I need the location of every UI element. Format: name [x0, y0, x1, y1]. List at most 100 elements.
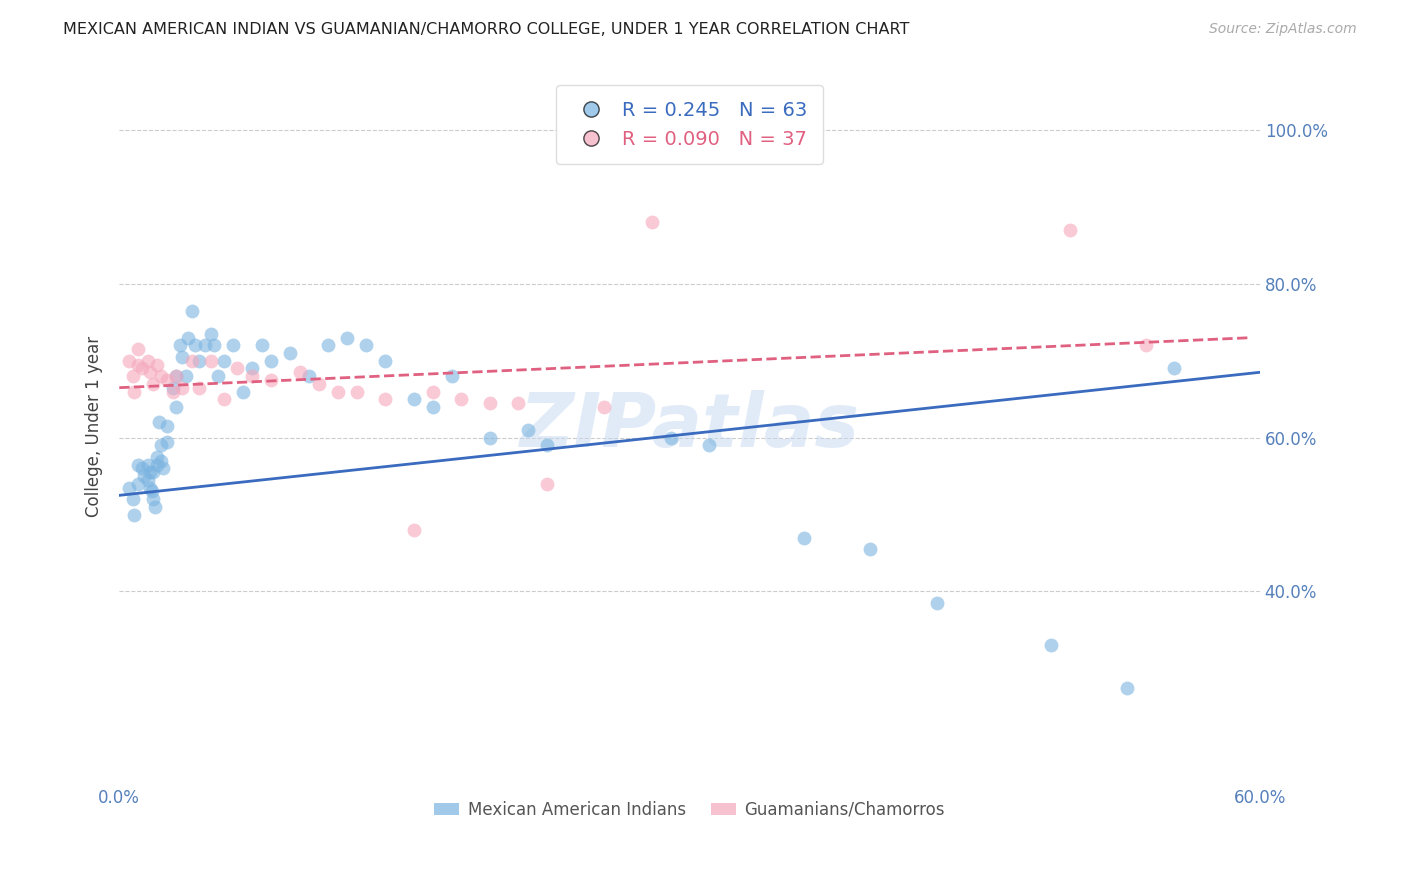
Point	[127, 343, 149, 357]
Point	[165, 369, 187, 384]
Point	[298, 369, 321, 384]
Point	[422, 384, 444, 399]
Point	[165, 369, 187, 384]
Point	[138, 481, 160, 495]
Point	[145, 500, 167, 514]
Point	[326, 384, 349, 399]
Point	[280, 346, 302, 360]
Point	[1039, 638, 1062, 652]
Point	[640, 215, 662, 229]
Point	[142, 465, 165, 479]
Point	[478, 431, 501, 445]
Point	[250, 338, 273, 352]
Point	[202, 338, 225, 352]
Point	[336, 331, 359, 345]
Point	[170, 350, 193, 364]
Point	[207, 369, 229, 384]
Point	[138, 465, 160, 479]
Point	[150, 438, 173, 452]
Point	[150, 454, 173, 468]
Point	[194, 338, 217, 352]
Point	[288, 365, 311, 379]
Point	[440, 369, 463, 384]
Point	[188, 353, 211, 368]
Y-axis label: College, Under 1 year: College, Under 1 year	[86, 335, 103, 516]
Point	[184, 338, 207, 352]
Point	[346, 384, 368, 399]
Point	[536, 438, 558, 452]
Point	[200, 353, 222, 368]
Point	[136, 353, 159, 368]
Point	[422, 400, 444, 414]
Point	[402, 523, 425, 537]
Point	[240, 361, 263, 376]
Point	[146, 450, 169, 464]
Point	[356, 338, 378, 352]
Point	[226, 361, 249, 376]
Point	[1059, 223, 1081, 237]
Point	[136, 458, 159, 472]
Point	[127, 358, 149, 372]
Point	[212, 392, 235, 407]
Point	[141, 484, 163, 499]
Point	[180, 353, 202, 368]
Point	[240, 369, 263, 384]
Text: ZIPatlas: ZIPatlas	[520, 390, 859, 463]
Point	[925, 596, 948, 610]
Point	[697, 438, 720, 452]
Text: MEXICAN AMERICAN INDIAN VS GUAMANIAN/CHAMORRO COLLEGE, UNDER 1 YEAR CORRELATION : MEXICAN AMERICAN INDIAN VS GUAMANIAN/CHA…	[63, 22, 910, 37]
Point	[508, 396, 530, 410]
Point	[162, 381, 184, 395]
Point	[136, 473, 159, 487]
Point	[142, 376, 165, 391]
Point	[131, 461, 153, 475]
Point	[536, 476, 558, 491]
Point	[1135, 338, 1157, 352]
Point	[156, 434, 179, 449]
Point	[121, 369, 143, 384]
Point	[142, 492, 165, 507]
Point	[156, 419, 179, 434]
Point	[859, 542, 882, 557]
Point	[212, 353, 235, 368]
Point	[177, 331, 200, 345]
Point	[793, 531, 815, 545]
Point	[374, 392, 396, 407]
Point	[232, 384, 254, 399]
Point	[150, 369, 173, 384]
Point	[156, 373, 179, 387]
Point	[222, 338, 245, 352]
Point	[170, 381, 193, 395]
Point	[148, 415, 170, 429]
Point	[162, 384, 184, 399]
Point	[124, 508, 146, 522]
Point	[1115, 681, 1137, 695]
Point	[132, 469, 155, 483]
Point	[138, 365, 160, 379]
Point	[517, 423, 540, 437]
Point	[478, 396, 501, 410]
Point	[169, 338, 191, 352]
Point	[131, 361, 153, 376]
Point	[146, 458, 169, 472]
Point	[127, 458, 149, 472]
Point	[127, 476, 149, 491]
Point	[118, 481, 141, 495]
Text: Source: ZipAtlas.com: Source: ZipAtlas.com	[1209, 22, 1357, 37]
Point	[121, 492, 143, 507]
Point	[308, 376, 330, 391]
Point	[180, 303, 202, 318]
Point	[260, 353, 283, 368]
Point	[402, 392, 425, 407]
Point	[374, 353, 396, 368]
Point	[1163, 361, 1185, 376]
Point	[152, 461, 174, 475]
Point	[659, 431, 682, 445]
Point	[188, 381, 211, 395]
Point	[593, 400, 616, 414]
Legend: Mexican American Indians, Guamanians/Chamorros: Mexican American Indians, Guamanians/Cha…	[427, 794, 952, 825]
Point	[146, 358, 169, 372]
Point	[200, 326, 222, 341]
Point	[174, 369, 197, 384]
Point	[318, 338, 340, 352]
